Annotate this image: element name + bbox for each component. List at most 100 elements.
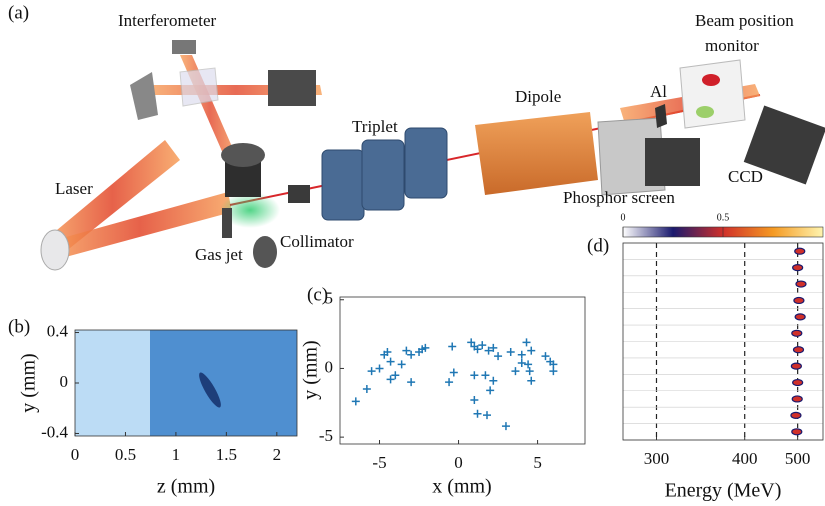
scatter-point	[391, 371, 399, 379]
y-axis-label: y (mm)	[18, 353, 40, 412]
shadowgraph-lens	[253, 236, 277, 268]
x-tick-label: 0	[71, 445, 80, 464]
panel-label: (a)	[8, 2, 29, 23]
component-label: monitor	[705, 36, 759, 55]
spectrum-peak	[795, 248, 805, 254]
scatter-point	[448, 342, 456, 350]
scatter-point	[407, 351, 415, 359]
scatter-point	[523, 338, 531, 346]
collimator	[288, 185, 310, 203]
prism	[130, 72, 158, 120]
x-tick-label: 0	[454, 453, 463, 472]
component-label: Al	[650, 82, 667, 101]
x-tick-label: 0.5	[115, 445, 136, 464]
scatter-point	[407, 378, 415, 386]
scatter-point	[450, 369, 458, 377]
x-axis-label: x (mm)	[432, 476, 491, 498]
gas-jet-rod	[222, 208, 232, 238]
bpm-dot	[696, 106, 714, 118]
panel-label: (b)	[8, 316, 30, 337]
scatter-point	[549, 367, 557, 375]
scatter-point	[363, 385, 371, 393]
scatter-point	[526, 367, 534, 375]
scatter-point	[527, 347, 535, 355]
spectrum-peak	[792, 396, 802, 402]
y-tick-label: 0.4	[47, 321, 69, 340]
component-label: Interferometer	[118, 11, 216, 30]
scatter-point	[486, 386, 494, 394]
bpm-dot	[702, 74, 720, 86]
plot-frame	[340, 297, 585, 444]
phosphor-camera	[645, 138, 700, 186]
spectrum-peak	[793, 380, 803, 386]
spectrum-peak	[793, 347, 803, 353]
al-foil	[655, 104, 667, 128]
spectrum-peak	[794, 297, 804, 303]
scatter-point	[445, 378, 453, 386]
shadowgraph	[75, 330, 297, 436]
spectrum-peak	[792, 330, 802, 336]
scatter-point	[507, 348, 515, 356]
scatter-point	[541, 352, 549, 360]
y-axis-label: y (mm)	[300, 340, 322, 399]
scatter-point	[481, 371, 489, 379]
scatter-point	[502, 422, 510, 430]
bpm-screen	[680, 60, 745, 128]
spectrum-peak	[795, 314, 805, 320]
component-label: Beam position	[695, 11, 794, 30]
x-tick-label: 500	[785, 449, 811, 468]
spectrum-peak	[792, 429, 802, 435]
component-label: CCD	[728, 167, 763, 186]
scatter-point	[511, 367, 519, 375]
scatter-point	[518, 351, 526, 359]
triplet-magnets	[322, 128, 447, 220]
scatter-point	[527, 377, 535, 385]
y-tick-label: 5	[325, 289, 334, 308]
x-tick-label: -5	[372, 453, 386, 472]
component-label: Phosphor screen	[563, 188, 675, 207]
component-label: Gas jet	[195, 245, 243, 264]
scatter-point	[518, 359, 526, 367]
scatter-point	[376, 364, 384, 372]
spectrum-peak	[796, 281, 806, 287]
x-tick-label: 300	[644, 449, 670, 468]
component-label: Collimator	[280, 232, 354, 251]
colorbar-tick-label: 0	[621, 212, 626, 223]
x-tick-label: 1.5	[216, 445, 237, 464]
y-tick-label: 0	[325, 357, 334, 376]
scatter-point	[352, 397, 360, 405]
scatter-point	[387, 358, 395, 366]
scatter-point	[494, 352, 502, 360]
y-tick-label: 0	[60, 372, 69, 391]
spectrum-peak	[793, 265, 803, 271]
x-axis-label: Energy (MeV)	[665, 480, 782, 502]
scatter-point	[474, 410, 482, 418]
camera	[268, 70, 316, 106]
mirror	[172, 40, 196, 54]
y-tick-label: -5	[319, 426, 333, 445]
y-tick-label: -0.4	[41, 422, 68, 441]
spectrum-peak	[791, 363, 801, 369]
x-tick-label: 5	[533, 453, 542, 472]
scatter-point	[489, 377, 497, 385]
x-axis-label: z (mm)	[157, 476, 215, 498]
gas-jet-top	[221, 143, 265, 167]
figure: (a) Interferometer Laser Gas jet Collima…	[0, 0, 825, 506]
scatter-point	[478, 341, 486, 349]
scatter-point	[470, 371, 478, 379]
x-tick-label: 400	[732, 449, 758, 468]
dipole	[475, 112, 598, 195]
x-tick-label: 1	[172, 445, 181, 464]
scatter-point	[398, 360, 406, 368]
x-tick-label: 2	[273, 445, 282, 464]
component-label: Laser	[55, 179, 93, 198]
scatter-point	[470, 396, 478, 404]
scatter-point	[368, 367, 376, 375]
spectrum-peak	[791, 412, 801, 418]
scatter-point	[387, 375, 395, 383]
panel-label: (d)	[587, 235, 609, 256]
parabola-mirror	[41, 230, 69, 270]
colorbar-tick-label: 0.5	[717, 212, 730, 223]
scatter-point	[524, 360, 532, 368]
beam-splitter	[180, 68, 218, 106]
